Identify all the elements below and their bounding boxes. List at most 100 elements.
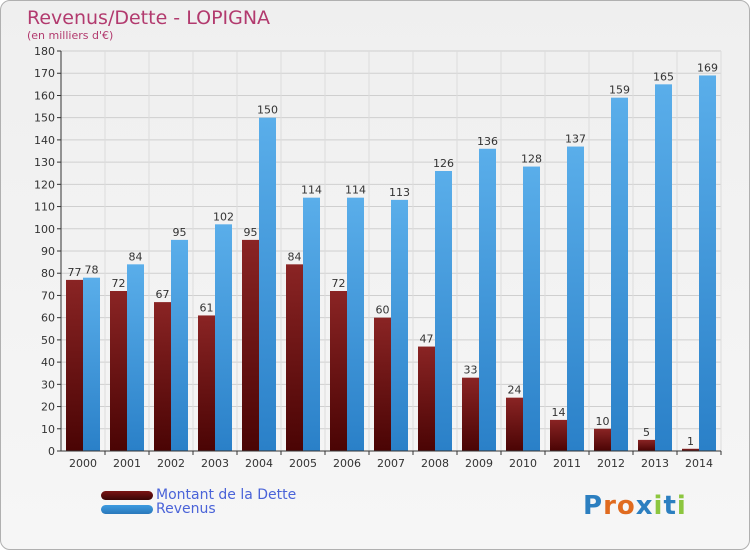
bar-dette [418, 346, 435, 451]
y-tick-label: 100 [34, 223, 55, 236]
bar-revenus [215, 224, 232, 451]
data-label-dette: 47 [420, 333, 434, 346]
bar-revenus [259, 117, 276, 452]
logo-letter: t [663, 491, 677, 521]
y-tick-label: 60 [41, 312, 55, 325]
x-tick-label: 2005 [289, 457, 317, 470]
bar-dette [286, 264, 303, 451]
data-label-revenus: 102 [213, 210, 234, 223]
bar-dette [66, 279, 83, 451]
data-label-revenus: 126 [433, 157, 454, 170]
bar-revenus [83, 277, 100, 451]
bar-revenus [611, 97, 628, 452]
axes: 0102030405060708090100110120130140150160… [34, 45, 722, 470]
x-tick-label: 2010 [509, 457, 537, 470]
bar-dette [374, 317, 391, 451]
bar-revenus [171, 239, 188, 451]
data-label-dette: 72 [332, 277, 346, 290]
data-label-dette: 67 [156, 288, 170, 301]
bar-dette [506, 397, 523, 451]
x-tick-label: 2002 [157, 457, 185, 470]
data-label-revenus: 150 [257, 104, 278, 117]
data-label-dette: 1 [687, 435, 694, 448]
data-label-revenus: 78 [85, 264, 99, 277]
legend-label-revenus: Revenus [156, 501, 216, 517]
x-tick-label: 2000 [69, 457, 97, 470]
bar-revenus [699, 75, 716, 451]
data-label-dette: 10 [596, 415, 610, 428]
data-label-revenus: 137 [565, 133, 586, 146]
bar-dette [462, 377, 479, 451]
y-tick-label: 180 [34, 45, 55, 58]
data-label-dette: 84 [288, 250, 302, 263]
data-label-revenus: 113 [389, 186, 410, 199]
x-tick-label: 2007 [377, 457, 405, 470]
bar-revenus [655, 84, 672, 451]
x-tick-label: 2006 [333, 457, 361, 470]
data-label-revenus: 84 [129, 250, 143, 263]
logo-letter: x [635, 491, 654, 521]
chart-title: Revenus/Dette - LOPIGNA [27, 7, 271, 29]
data-label-revenus: 169 [697, 61, 718, 74]
logo-letter: i [676, 491, 687, 521]
y-tick-label: 170 [34, 67, 55, 80]
legend-swatch-dette [101, 491, 153, 500]
legend-label-dette: Montant de la Dette [156, 487, 297, 503]
x-tick-label: 2012 [597, 457, 625, 470]
bar-revenus [523, 166, 540, 452]
bar-dette [110, 291, 127, 451]
y-tick-label: 0 [48, 445, 55, 458]
x-tick-label: 2003 [201, 457, 229, 470]
y-tick-label: 40 [41, 356, 55, 369]
bar-revenus [127, 264, 144, 451]
data-label-dette: 77 [68, 266, 82, 279]
data-label-revenus: 114 [345, 184, 366, 197]
bar-dette [198, 315, 215, 451]
data-label-dette: 5 [643, 426, 650, 439]
bar-dette [550, 419, 567, 451]
logo-letter: P [583, 491, 604, 521]
x-tick-label: 2013 [641, 457, 669, 470]
x-tick-label: 2008 [421, 457, 449, 470]
y-tick-label: 10 [41, 423, 55, 436]
logo-letter: o [616, 491, 636, 521]
x-tick-label: 2004 [245, 457, 273, 470]
y-tick-label: 140 [34, 134, 55, 147]
data-label-dette: 24 [508, 384, 522, 397]
data-label-revenus: 128 [521, 153, 542, 166]
data-label-revenus: 114 [301, 184, 322, 197]
x-tick-label: 2009 [465, 457, 493, 470]
bar-revenus [347, 197, 364, 451]
y-tick-label: 80 [41, 267, 55, 280]
y-tick-label: 70 [41, 289, 55, 302]
y-tick-label: 160 [34, 89, 55, 102]
bar-revenus [303, 197, 320, 451]
y-tick-label: 110 [34, 201, 55, 214]
data-label-revenus: 159 [609, 84, 630, 97]
bar-revenus [435, 171, 452, 451]
bar-revenus [391, 199, 408, 451]
bar-dette [330, 291, 347, 451]
data-label-dette: 72 [112, 277, 126, 290]
logo-letter: i [653, 491, 664, 521]
logo-letter: r [603, 491, 617, 521]
bar-dette [594, 428, 611, 451]
bar-dette [682, 448, 699, 451]
data-label-dette: 61 [200, 301, 214, 314]
y-tick-label: 50 [41, 334, 55, 347]
bar-dette [154, 302, 171, 451]
chart-subtitle: (en milliers d'€) [27, 29, 114, 42]
data-label-dette: 60 [376, 304, 390, 317]
x-tick-label: 2014 [685, 457, 713, 470]
bars [66, 75, 716, 452]
x-tick-label: 2001 [113, 457, 141, 470]
data-labels: 77 78728467956110295150841147211460113471… [68, 61, 719, 447]
bar-dette [242, 239, 259, 451]
data-label-dette: 14 [552, 406, 566, 419]
y-tick-label: 90 [41, 245, 55, 258]
proxiti-logo: Proxiti [583, 491, 687, 521]
data-label-revenus: 165 [653, 70, 674, 83]
y-tick-label: 130 [34, 156, 55, 169]
